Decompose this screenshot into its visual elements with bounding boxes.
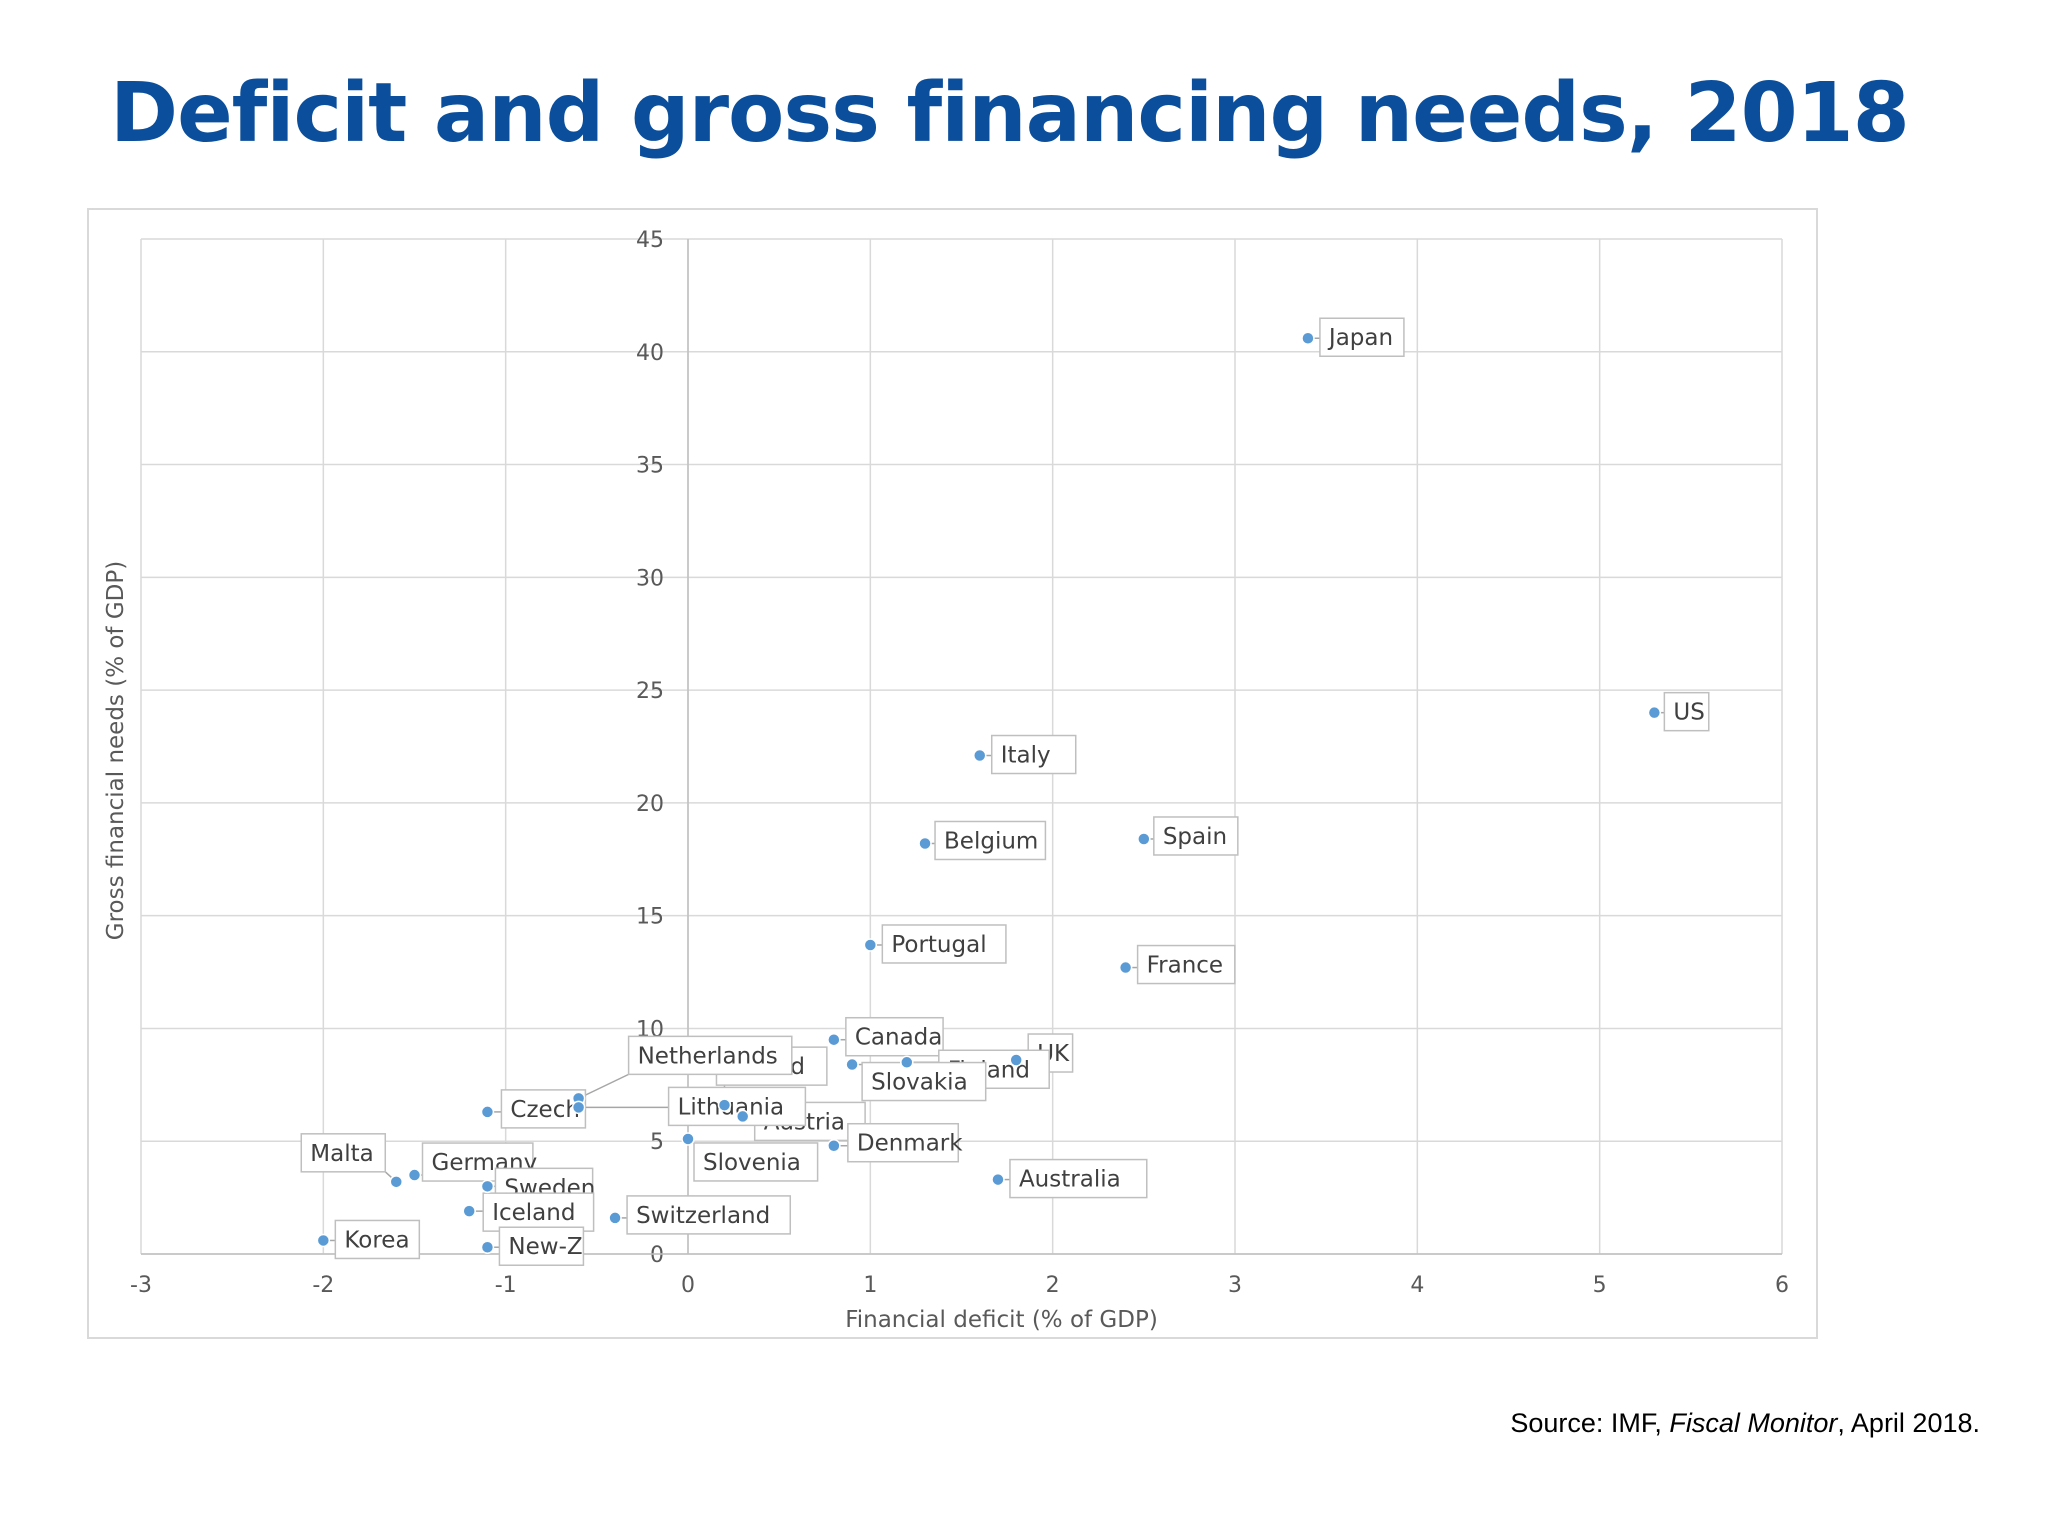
data-point-austria [735,1109,750,1124]
data-points [316,331,1662,1254]
x-tick-label: 1 [863,1273,877,1298]
data-point-slovakia [845,1057,859,1072]
data-point-slovenia [681,1132,695,1146]
data-label-slovenia: Slovenia [703,1150,801,1176]
data-label-czech: Czech [510,1097,580,1123]
data-point-canada [827,1032,841,1047]
y-tick-label: 30 [636,566,664,591]
y-tick-label: 0 [650,1243,664,1268]
y-tick-label: 35 [636,454,664,479]
x-tick-label: -2 [312,1273,334,1298]
x-tick-label: 3 [1228,1273,1242,1298]
data-point-spain [1137,832,1151,846]
data-label-netherlands: Netherlands [638,1043,778,1069]
data-label-box [881,924,1007,964]
x-tick-label: -1 [495,1273,517,1298]
data-label-iceland: Iceland [492,1200,575,1226]
data-label-malta: Malta [310,1141,373,1167]
scatter-chart: -3 -2 -1 0 1 2 3 4 5 6051015202530354045Financial… [103,228,1789,1333]
y-axis-title: Gross financial needs (% of GDP) [103,561,129,940]
data-label-box [626,1195,792,1235]
data-label-box [1136,944,1236,985]
data-point-denmark [827,1138,841,1153]
chart-frame: -3 -2 -1 0 1 2 3 4 5 6 0 5 10 15 20 25 30 35 40 45 Financial… [87,208,1818,1339]
data-point-sweden [480,1179,495,1194]
source-note: Source: IMF, Fiscal Monitor, April 2018. [1510,1408,1980,1439]
data-point-portugal [863,938,878,952]
data-label-box [934,820,1047,861]
x-tick-label: 6 [1775,1273,1789,1298]
x-tick-label: 5 [1593,1273,1607,1298]
y-tick-label: 5 [650,1130,664,1155]
source-suffix: , April 2018. [1837,1408,1980,1438]
data-label-box [300,1133,387,1173]
data-label-spain: Spain [1163,824,1227,850]
data-label-us: US [1673,700,1704,726]
data-label-canada: Canada [855,1025,943,1051]
data-label-portugal: Portugal [891,932,986,958]
data-point-lithuania [571,1100,586,1115]
data-point-germany [407,1168,422,1182]
data-point-uk [1009,1053,1023,1067]
data-label-box [500,1089,587,1129]
y-tick-label: 25 [636,679,664,704]
data-point-korea [316,1233,331,1248]
data-label-japan: Japan [1327,325,1393,351]
data-labels: Japan US Italy Belgium Spain Portugal France Ca… [300,317,1710,1266]
data-point-czech [480,1105,495,1119]
data-point-switzerland [608,1211,622,1225]
data-label-box [498,1226,585,1266]
data-point-iceland [462,1204,476,1218]
y-tick-label: 20 [636,792,664,817]
source-publication: Fiscal Monitor [1669,1408,1838,1438]
data-label-slovakia: Slovakia [871,1070,968,1096]
data-label-box [845,1016,944,1057]
data-label-box [334,1219,421,1260]
x-tick-label: 2 [1046,1273,1060,1298]
data-point-malta [389,1175,404,1189]
data-label-box [627,1035,793,1076]
data-label-new-z: New-Z [508,1234,582,1260]
data-label-box [1663,691,1710,732]
x-axis-title: Financial deficit (% of GDP) [845,1307,1158,1333]
data-point-ireland [717,1098,732,1112]
y-tick-label: 15 [636,905,664,930]
data-label-switzerland: Switzerland [636,1203,770,1229]
label-leader-line [578,1073,629,1100]
x-tick-label: 0 [681,1273,695,1298]
x-tick-label: -3 [130,1273,152,1298]
data-point-belgium [918,836,932,851]
data-point-australia [991,1172,1005,1187]
data-label-box [1009,1158,1148,1199]
source-prefix: Source: IMF, [1510,1408,1670,1438]
data-label-box [861,1061,987,1102]
data-point-france [1118,960,1133,975]
data-label-box [421,1142,534,1182]
data-label-france: France [1147,953,1223,979]
data-label-italy: Italy [1001,743,1051,769]
data-label-australia: Australia [1019,1167,1121,1193]
y-tick-label: 45 [636,228,664,253]
data-label-belgium: Belgium [944,828,1038,854]
data-label-lithuania: Lithuania [678,1094,785,1120]
data-label-box [693,1142,819,1182]
data-label-box [1319,317,1405,357]
data-point-us [1647,705,1662,720]
data-label-box [847,1122,960,1163]
data-label-box [1153,816,1239,856]
data-point-italy [972,748,987,763]
data-label-box [482,1192,595,1232]
data-point-japan [1301,331,1315,345]
data-label-korea: Korea [344,1227,409,1253]
slide-title: Deficit and gross financing needs, 2018 [110,66,1910,161]
data-label-box [990,734,1077,775]
x-tick-label: 4 [1410,1273,1424,1298]
data-label-denmark: Denmark [857,1131,963,1157]
data-point-finland [900,1055,914,1070]
data-point-new-z [480,1240,495,1254]
y-tick-label: 40 [636,341,664,366]
